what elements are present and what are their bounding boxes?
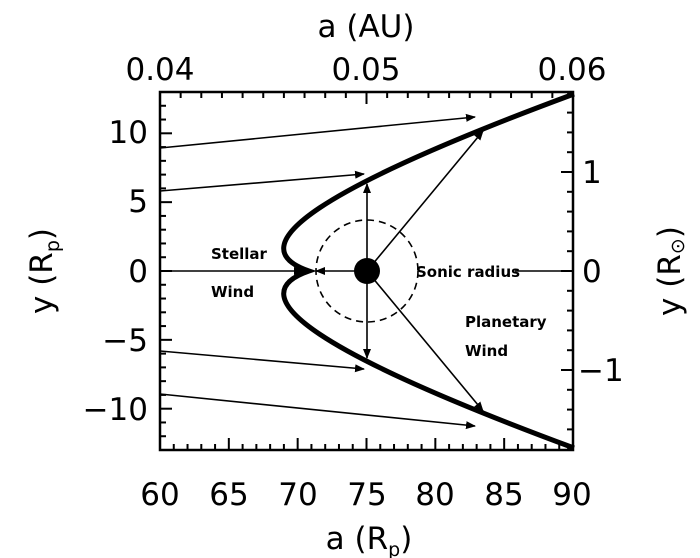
left-axis-title: y (Rp) — [24, 228, 64, 314]
planetary-wind-arrows — [315, 130, 484, 412]
stellar-wind-label-line2: Wind — [211, 283, 254, 301]
left-tick-label: 0 — [128, 254, 148, 290]
left-tick-labels: 10 5 0 −5 −10 — [83, 115, 148, 428]
bottom-axis-title: a (Rp) — [326, 521, 413, 558]
planetary-wind-label-line2: Wind — [465, 342, 508, 360]
top-tick-labels: 0.04 0.05 0.06 — [125, 52, 606, 88]
stellar-wind-label-line1: Stellar — [211, 245, 268, 263]
axis-ticks — [159, 91, 574, 451]
sonic-radius-label: Sonic radius — [416, 263, 520, 281]
right-tick-label: 1 — [582, 155, 602, 191]
left-tick-label: −10 — [83, 392, 148, 428]
planetary-wind-arrow — [366, 130, 484, 272]
planetary-wind-label-line1: Planetary — [465, 313, 547, 331]
stellar-wind-arrow — [159, 350, 365, 373]
bottom-tick-label: 70 — [278, 477, 317, 513]
bottom-tick-label: 90 — [552, 477, 591, 513]
bottom-tick-labels: 60 65 70 75 80 85 90 — [140, 477, 591, 513]
bottom-tick-label: 65 — [209, 477, 248, 513]
bow-shock-curve — [281, 91, 575, 451]
stellar-wind-arrows — [159, 113, 476, 430]
right-tick-labels: 1 0 −1 — [578, 155, 624, 389]
right-tick-label: 0 — [582, 254, 602, 290]
bottom-tick-label: 80 — [415, 477, 454, 513]
stellar-wind-arrow — [159, 113, 476, 149]
planetary-wind-arrow — [366, 270, 484, 412]
stellar-wind-arrow — [159, 393, 476, 430]
left-tick-label: −5 — [102, 323, 148, 359]
left-tick-label: 5 — [128, 184, 148, 220]
stellar-wind-arrow — [159, 170, 365, 192]
right-axis-title: y (R⊙) — [652, 226, 689, 316]
top-axis-title: a (AU) — [318, 9, 415, 45]
bottom-tick-label: 60 — [140, 477, 179, 513]
top-tick-label: 0.05 — [331, 52, 400, 88]
bottom-tick-label: 85 — [484, 477, 523, 513]
top-tick-label: 0.06 — [537, 52, 606, 88]
bottom-tick-label: 75 — [347, 477, 386, 513]
left-tick-label: 10 — [109, 115, 148, 151]
right-tick-label: −1 — [578, 353, 624, 389]
top-tick-label: 0.04 — [125, 52, 194, 88]
